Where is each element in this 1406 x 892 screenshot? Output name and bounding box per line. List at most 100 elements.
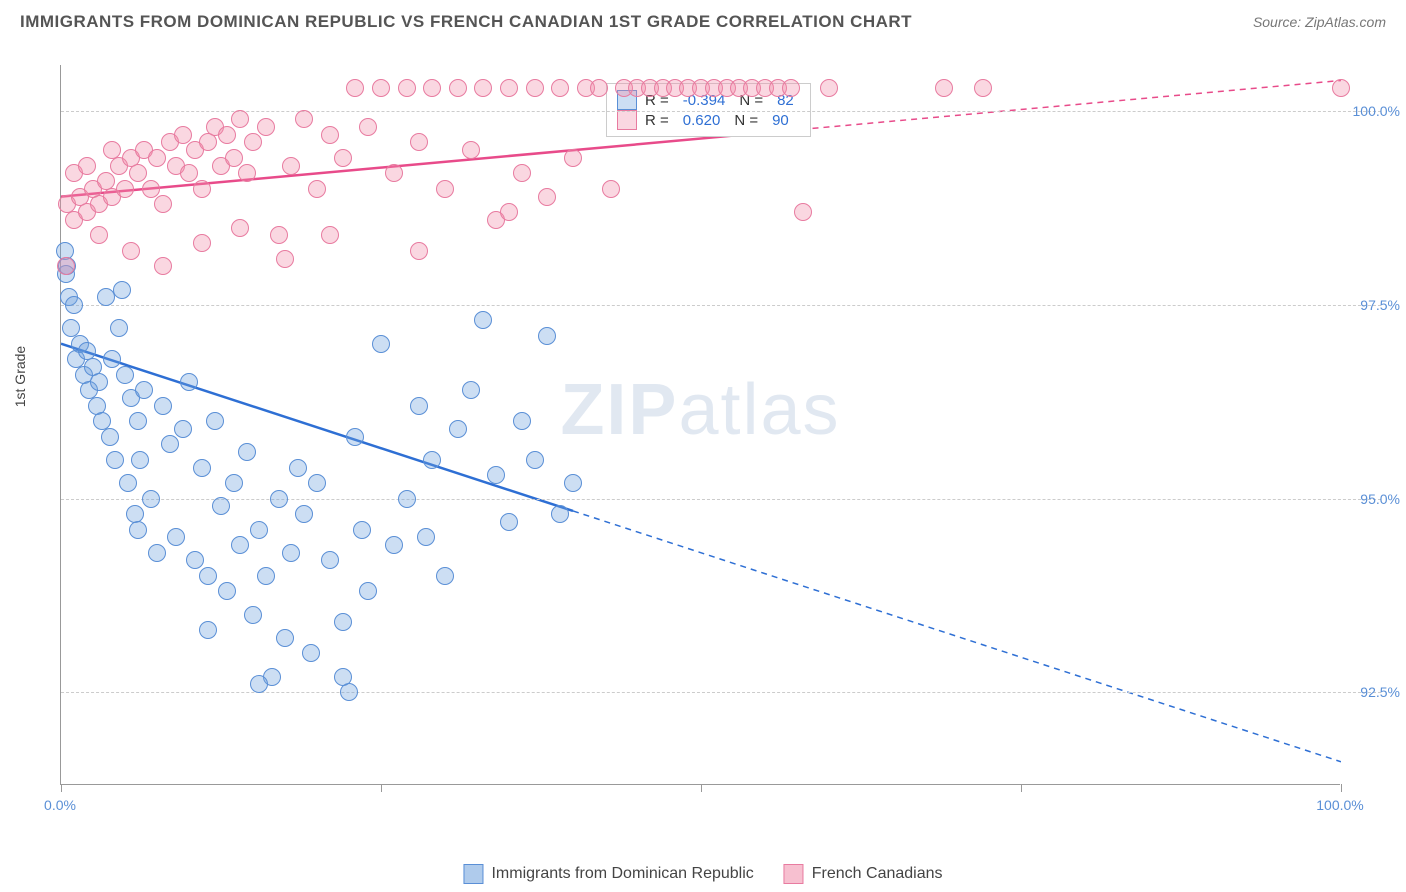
- data-point: [131, 451, 149, 469]
- gridline: [61, 111, 1381, 112]
- data-point: [436, 180, 454, 198]
- data-point: [167, 528, 185, 546]
- data-point: [321, 226, 339, 244]
- x-tick: [61, 784, 62, 792]
- data-point: [474, 311, 492, 329]
- data-point: [359, 118, 377, 136]
- data-point: [225, 474, 243, 492]
- y-tick-label: 97.5%: [1360, 297, 1400, 313]
- data-point: [302, 644, 320, 662]
- data-point: [551, 79, 569, 97]
- data-point: [122, 242, 140, 260]
- data-point: [321, 126, 339, 144]
- data-point: [513, 164, 531, 182]
- data-point: [410, 397, 428, 415]
- x-tick: [1341, 784, 1342, 792]
- data-point: [161, 435, 179, 453]
- chart-source: Source: ZipAtlas.com: [1253, 14, 1386, 30]
- gridline: [61, 499, 1381, 500]
- data-point: [385, 536, 403, 554]
- data-point: [103, 141, 121, 159]
- data-point: [500, 79, 518, 97]
- data-point: [462, 141, 480, 159]
- data-point: [346, 79, 364, 97]
- data-point: [199, 567, 217, 585]
- data-point: [218, 126, 236, 144]
- data-point: [385, 164, 403, 182]
- data-point: [193, 234, 211, 252]
- data-point: [551, 505, 569, 523]
- y-tick-label: 95.0%: [1360, 491, 1400, 507]
- data-point: [186, 551, 204, 569]
- data-point: [65, 296, 83, 314]
- series-legend-item: Immigrants from Dominican Republic: [463, 864, 753, 884]
- watermark-rest: atlas: [678, 370, 840, 450]
- y-tick-label: 92.5%: [1360, 684, 1400, 700]
- data-point: [436, 567, 454, 585]
- data-point: [462, 381, 480, 399]
- data-point: [129, 164, 147, 182]
- legend-r-value: 0.620: [677, 112, 727, 129]
- data-point: [90, 226, 108, 244]
- data-point: [154, 397, 172, 415]
- data-point: [289, 459, 307, 477]
- data-point: [602, 180, 620, 198]
- series-legend-label: French Canadians: [812, 865, 943, 883]
- data-point: [142, 180, 160, 198]
- data-point: [295, 505, 313, 523]
- y-axis-label: 1st Grade: [12, 346, 28, 407]
- series-legend-item: French Canadians: [784, 864, 943, 884]
- data-point: [250, 675, 268, 693]
- data-point: [238, 443, 256, 461]
- data-point: [129, 412, 147, 430]
- data-point: [154, 195, 172, 213]
- series-legend-label: Immigrants from Dominican Republic: [491, 865, 753, 883]
- data-point: [423, 79, 441, 97]
- data-point: [113, 281, 131, 299]
- data-point: [526, 451, 544, 469]
- data-point: [231, 219, 249, 237]
- data-point: [500, 513, 518, 531]
- data-point: [238, 164, 256, 182]
- data-point: [270, 490, 288, 508]
- data-point: [193, 180, 211, 198]
- data-point: [340, 683, 358, 701]
- data-point: [513, 412, 531, 430]
- data-point: [142, 490, 160, 508]
- data-point: [257, 118, 275, 136]
- x-tick: [1021, 784, 1022, 792]
- data-point: [398, 79, 416, 97]
- data-point: [199, 621, 217, 639]
- data-point: [538, 327, 556, 345]
- data-point: [129, 521, 147, 539]
- data-point: [474, 79, 492, 97]
- data-point: [212, 497, 230, 515]
- data-point: [174, 126, 192, 144]
- data-point: [148, 544, 166, 562]
- data-point: [487, 466, 505, 484]
- data-point: [794, 203, 812, 221]
- data-point: [103, 350, 121, 368]
- data-point: [334, 149, 352, 167]
- data-point: [359, 582, 377, 600]
- data-point: [449, 420, 467, 438]
- data-point: [244, 133, 262, 151]
- data-point: [276, 250, 294, 268]
- data-point: [174, 420, 192, 438]
- data-point: [90, 373, 108, 391]
- chart-container: 1st Grade ZIPatlas R =-0.394N =82R =0.62…: [40, 45, 1390, 815]
- data-point: [308, 180, 326, 198]
- x-tick-label: 0.0%: [44, 797, 76, 813]
- data-point: [410, 242, 428, 260]
- data-point: [449, 79, 467, 97]
- legend-r-label: R =: [645, 112, 669, 129]
- data-point: [116, 366, 134, 384]
- plot-area: ZIPatlas R =-0.394N =82R =0.620N =90 92.…: [60, 65, 1340, 785]
- legend-n-label: N =: [734, 112, 758, 129]
- data-point: [199, 133, 217, 151]
- legend-swatch: [463, 864, 483, 884]
- data-point: [526, 79, 544, 97]
- data-point: [231, 536, 249, 554]
- data-point: [334, 668, 352, 686]
- data-point: [106, 451, 124, 469]
